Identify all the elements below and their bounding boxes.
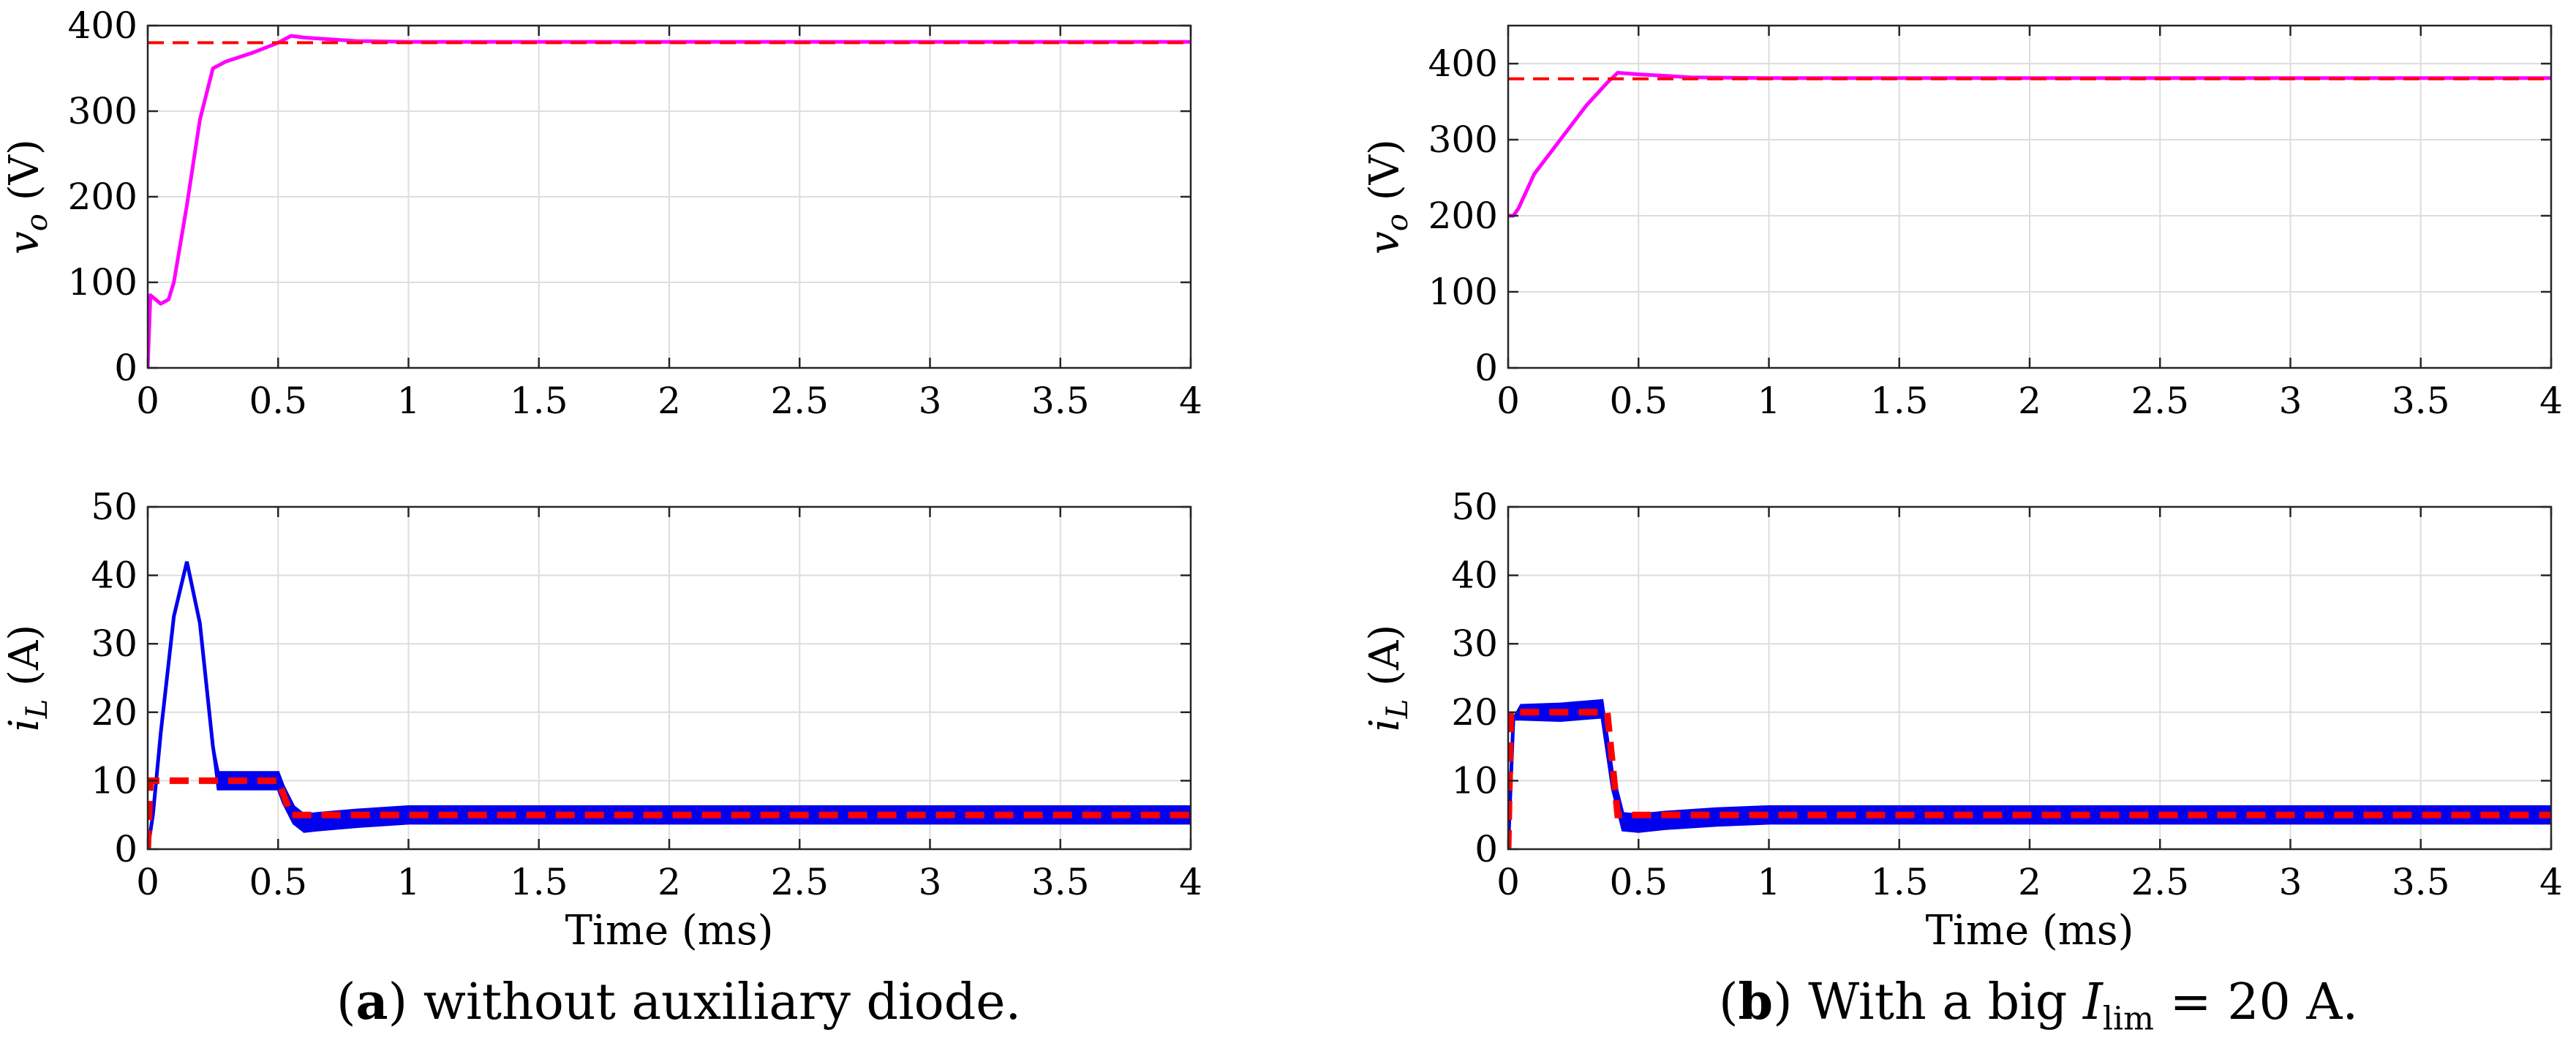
chart-b-il-xtick-label-5: 2.5 xyxy=(2131,861,2189,903)
chart-a-il-xtick-label-7: 3.5 xyxy=(1031,861,1090,903)
chart-b-vo-ytick-label-4: 400 xyxy=(1428,42,1498,85)
chart-a-il-xtick-label-3: 1.5 xyxy=(510,861,568,903)
chart-b-vo-xtick-label-2: 1 xyxy=(1758,380,1781,422)
caption-a-text: without auxiliary diode. xyxy=(423,974,1022,1031)
chart-b-vo-xtick-label-3: 1.5 xyxy=(1870,380,1929,422)
caption-b-text-post: = 20 A. xyxy=(2154,974,2359,1031)
chart-a-vo-ytick-label-0: 0 xyxy=(114,347,138,389)
chart-b-vo-xtick-label-8: 4 xyxy=(2539,380,2563,422)
caption-a-letter: a xyxy=(355,973,388,1031)
chart-a-il-ytick-label-0: 0 xyxy=(114,828,138,870)
chart-b-il-series-i_ref xyxy=(1508,709,2551,849)
chart-b-vo-ytick-label-2: 200 xyxy=(1428,195,1498,237)
chart-b-il-xtick-label-8: 4 xyxy=(2539,861,2563,903)
chart-a-vo: 0 0.5 1 1.5 2 2.5 3 3.5 4 0 100 200 300 400 vo (V) xyxy=(1,4,1202,422)
chart-a-il-ytick-label-4: 40 xyxy=(91,554,138,597)
chart-a-il-xtick-label-1: 0.5 xyxy=(249,861,307,903)
caption-b-symbol: I xyxy=(2083,974,2103,1031)
chart-a-vo-ytick-label-1: 100 xyxy=(68,261,138,304)
chart-a-il-xtick-label-0: 0 xyxy=(136,861,159,903)
caption-a: (a) without auxiliary diode. xyxy=(336,973,1022,1031)
chart-b-vo-xtick-label-4: 2 xyxy=(2018,380,2041,422)
chart-b-il-xtick-label-4: 2 xyxy=(2018,861,2041,903)
chart-a-il-xtick-label-6: 3 xyxy=(919,861,942,903)
chart-a-vo-ylabel: vo (V) xyxy=(1,139,54,255)
chart-a-il-xtick-label-5: 2.5 xyxy=(770,861,829,903)
chart-b-il-ytick-label-4: 40 xyxy=(1451,554,1498,597)
chart-b-il-ytick-label-5: 50 xyxy=(1451,486,1498,528)
chart-b-il-ytick-label-1: 10 xyxy=(1451,759,1498,802)
caption-b: (b) With a big Ilim = 20 A. xyxy=(1719,973,2359,1038)
chart-b-il-xtick-label-2: 1 xyxy=(1758,861,1781,903)
chart-b-vo-ytick-label-3: 300 xyxy=(1428,118,1498,161)
chart-a-il-xtick-label-2: 1 xyxy=(397,861,421,903)
chart-b-vo-ytick-label-0: 0 xyxy=(1475,347,1498,389)
chart-a-vo-xtick-label-8: 4 xyxy=(1179,380,1202,422)
chart-b-vo-xtick-label-1: 0.5 xyxy=(1609,380,1668,422)
chart-a-il-ytick-label-2: 20 xyxy=(91,691,138,734)
chart-b-il-ylabel: iL (A) xyxy=(1361,625,1415,731)
chart-a-vo-xtick-label-6: 3 xyxy=(919,380,942,422)
chart-a-il-plot xyxy=(148,561,1191,849)
chart-a-vo-xtick-label-1: 0.5 xyxy=(249,380,307,422)
chart-a-vo-plot xyxy=(148,34,1191,368)
chart-a-vo-ytick-label-4: 400 xyxy=(68,4,138,47)
chart-b-il-xtick-label-0: 0 xyxy=(1496,861,1520,903)
chart-b-vo-ytick-label-1: 100 xyxy=(1428,271,1498,313)
chart-b-vo-xtick-label-0: 0 xyxy=(1496,380,1520,422)
chart-a-il-ytick-label-1: 10 xyxy=(91,759,138,802)
caption-b-subscript: lim xyxy=(2102,1000,2155,1038)
chart-a-vo-xtick-label-3: 1.5 xyxy=(510,380,568,422)
chart-b-vo-xtick-label-5: 2.5 xyxy=(2131,380,2189,422)
chart-a-il-xlabel: Time (ms) xyxy=(565,907,774,954)
chart-b-vo-xtick-label-6: 3 xyxy=(2279,380,2302,422)
chart-a-il-xtick-label-4: 2 xyxy=(658,861,681,903)
chart-b-il-ytick-label-0: 0 xyxy=(1475,828,1498,870)
chart-b-vo-xtick-label-7: 3.5 xyxy=(2392,380,2450,422)
chart-b-il-xtick-label-3: 1.5 xyxy=(1870,861,1929,903)
chart-b-vo-plot xyxy=(1508,71,2551,218)
chart-a-vo-xtick-label-7: 3.5 xyxy=(1031,380,1090,422)
chart-a-il-xtick-label-8: 4 xyxy=(1179,861,1202,903)
chart-a-vo-ytick-label-3: 300 xyxy=(68,90,138,132)
caption-b-letter: b xyxy=(1738,973,1774,1031)
chart-b-il-ytick-label-3: 30 xyxy=(1451,622,1498,665)
chart-a-il-ytick-label-3: 30 xyxy=(91,622,138,665)
chart-a-vo-xtick-label-5: 2.5 xyxy=(770,380,829,422)
chart-a-vo-xtick-label-0: 0 xyxy=(136,380,159,422)
chart-a-il-ytick-label-5: 50 xyxy=(91,486,138,528)
caption-b-text-pre: With a big xyxy=(1808,974,2083,1031)
chart-a-il-ylabel: iL (A) xyxy=(1,625,54,731)
chart-b-il-xtick-label-7: 3.5 xyxy=(2392,861,2450,903)
chart-b-il-xtick-label-1: 0.5 xyxy=(1609,861,1668,903)
chart-a-vo-xtick-label-2: 1 xyxy=(397,380,421,422)
chart-a-il-series-i_ref xyxy=(148,777,1191,849)
chart-a-vo-ytick-label-2: 200 xyxy=(68,176,138,218)
chart-b-vo: 0 0.5 1 1.5 2 2.5 3 3.5 4 0 100 200 300 400 vo (V) xyxy=(1361,24,2563,422)
chart-b-il-xtick-label-6: 3 xyxy=(2279,861,2302,903)
chart-b-il-plot xyxy=(1508,698,2551,849)
chart-b-il-ytick-label-2: 20 xyxy=(1451,691,1498,734)
chart-a-vo-xtick-label-4: 2 xyxy=(658,380,681,422)
chart-b-vo-ylabel: vo (V) xyxy=(1361,139,1415,255)
chart-b-il-xlabel: Time (ms) xyxy=(1926,907,2134,954)
